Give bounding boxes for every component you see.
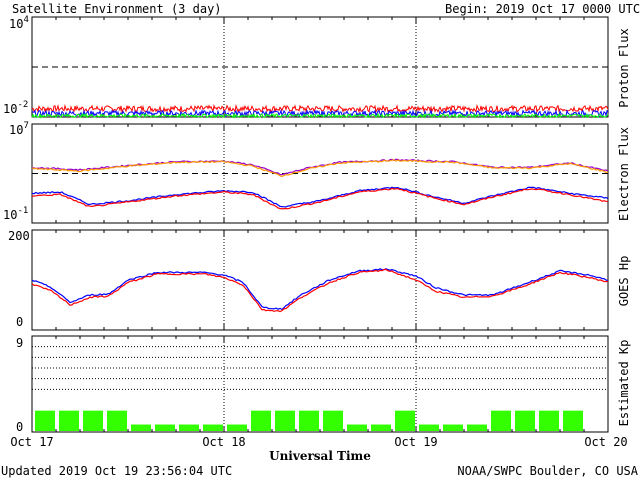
hp-ylabel: GOES Hp (617, 256, 631, 307)
proton-ytick-top: 104 (9, 15, 29, 31)
chart-title: Satellite Environment (3 day) (12, 2, 222, 16)
electron-series-purple (31, 158, 609, 176)
electron-ylabel: Electron Flux (617, 127, 631, 221)
xtick-oct17: Oct 17 (10, 435, 53, 449)
kp-bar (83, 410, 103, 431)
kp-bar (35, 410, 55, 431)
kp-bar (371, 424, 391, 431)
kp-bar (515, 410, 535, 431)
xlabel: Universal Time (269, 449, 371, 463)
kp-bar (347, 424, 367, 431)
kp-ytick-bottom: 0 (16, 420, 23, 434)
kp-bar (179, 424, 199, 431)
credit-text: NOAA/SWPC Boulder, CO USA (457, 464, 638, 478)
panel-frame-2 (31, 229, 609, 331)
electron-ytick-top: 107 (9, 121, 29, 137)
hp-series-red (31, 268, 609, 313)
kp-bar (539, 410, 559, 431)
electron-series-red (31, 187, 609, 210)
kp-bar (275, 410, 295, 431)
kp-bar (251, 410, 271, 431)
kp-bar (59, 410, 79, 431)
panel-frame-0 (31, 16, 609, 118)
electron-series-orange (31, 159, 609, 178)
xtick-oct19: Oct 19 (394, 435, 437, 449)
updated-timestamp: Updated 2019 Oct 19 23:56:04 UTC (1, 464, 232, 478)
kp-bar (323, 410, 343, 431)
xtick-oct20: Oct 20 (584, 435, 627, 449)
kp-bar (467, 424, 487, 431)
xtick-oct18: Oct 18 (202, 435, 245, 449)
proton-series-red (31, 103, 609, 114)
plot-layer (31, 16, 609, 433)
hp-series-blue (31, 268, 609, 311)
hp-ytick-bottom: 0 (16, 315, 23, 329)
kp-bar (443, 424, 463, 431)
kp-bar (131, 424, 151, 431)
kp-bar (227, 424, 247, 431)
electron-ytick-bottom: 10-1 (3, 206, 28, 222)
kp-bar (107, 410, 127, 431)
begin-date: Begin: 2019 Oct 17 0000 UTC (445, 2, 640, 16)
kp-bar (419, 424, 439, 431)
kp-bar (395, 410, 415, 431)
kp-ylabel: Estimated Kp (617, 340, 631, 427)
hp-ytick-top: 200 (8, 229, 30, 243)
proton-ytick-bottom: 10-2 (3, 100, 28, 116)
kp-ytick-top: 9 (16, 336, 23, 350)
kp-bar (299, 410, 319, 431)
proton-series-green (31, 112, 609, 119)
kp-bar (563, 410, 583, 431)
kp-bar (203, 424, 223, 431)
proton-ylabel: Proton Flux (617, 28, 631, 107)
kp-bar (491, 410, 511, 431)
panel-frame-1 (31, 123, 609, 224)
kp-bar (155, 424, 175, 431)
